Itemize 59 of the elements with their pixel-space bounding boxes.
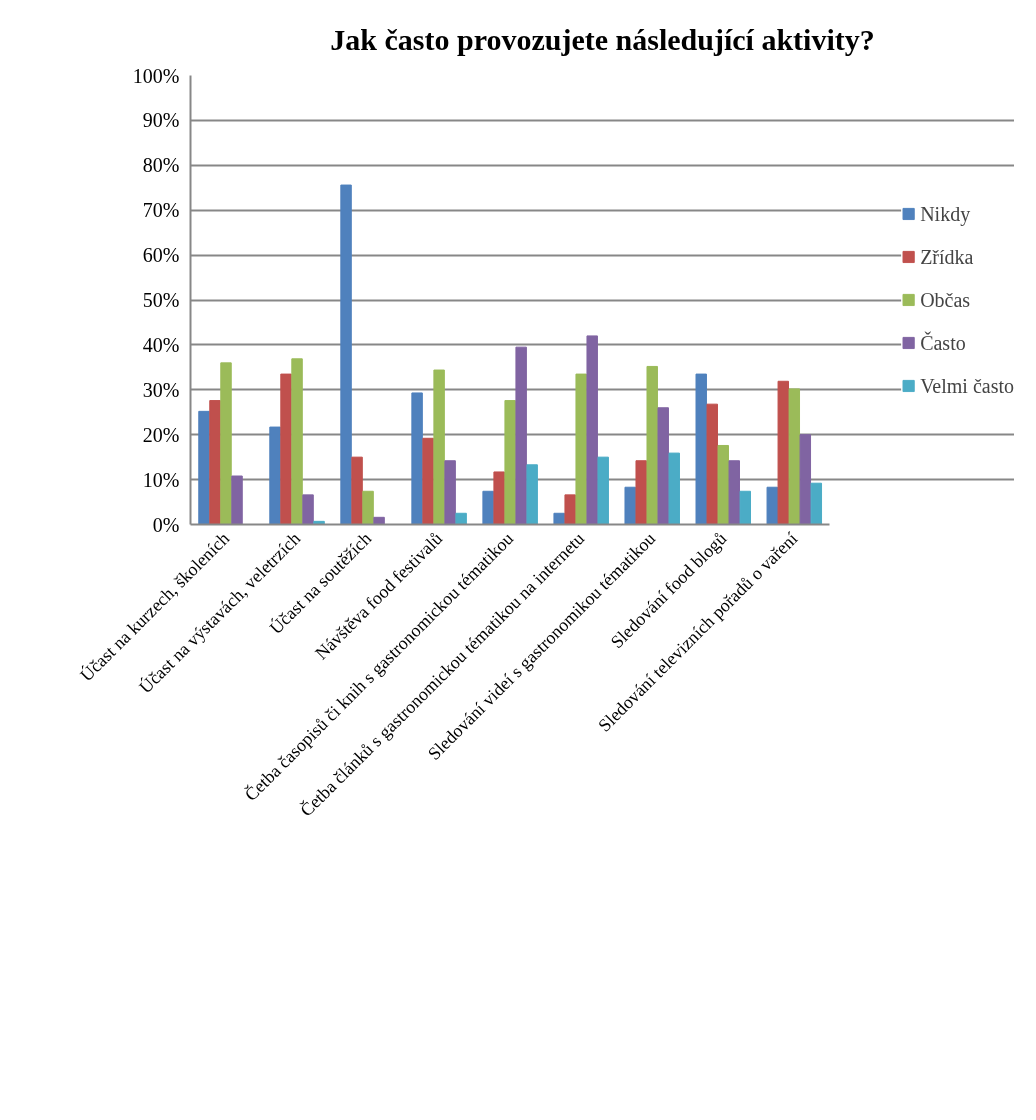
bar: [444, 460, 456, 525]
bar: [209, 400, 221, 525]
chart-title: Jak často provozujete následující aktivity?: [330, 22, 875, 56]
y-tick-label: 40%: [142, 333, 180, 356]
y-tick-label: 100%: [132, 64, 180, 87]
y-tick-label: 80%: [142, 154, 180, 177]
bar: [646, 365, 658, 525]
bar: [668, 452, 680, 525]
bar: [411, 392, 423, 525]
bar: [799, 434, 812, 525]
bar: [657, 407, 669, 525]
legend-label: Občas: [920, 288, 971, 311]
bar: [526, 464, 538, 525]
bar: [493, 471, 505, 525]
bar: [635, 460, 647, 525]
bar: [482, 490, 494, 525]
y-tick-label: 20%: [142, 423, 180, 446]
bar: [624, 486, 636, 525]
bar: [575, 373, 587, 525]
legend-label: Často: [920, 331, 966, 354]
legend-label: Nikdy: [920, 202, 971, 225]
bar: [777, 380, 790, 525]
bar: [717, 444, 729, 525]
bar: [739, 490, 752, 525]
bar: [504, 400, 516, 525]
bar: [220, 362, 232, 525]
bar: [362, 490, 374, 525]
bar: [231, 475, 243, 525]
bar: [788, 388, 801, 525]
bar: [586, 335, 598, 525]
bar: [706, 403, 718, 525]
bar: [455, 512, 467, 525]
bar: [810, 482, 823, 525]
legend-label: Zřídka: [920, 245, 974, 268]
y-tick-label: 60%: [142, 244, 180, 267]
bar: [269, 426, 281, 525]
bar: [564, 494, 576, 525]
bar: [373, 516, 385, 525]
bar: [433, 369, 445, 525]
bar: [280, 373, 292, 525]
bar: [766, 486, 778, 525]
bar: [302, 494, 314, 525]
bar: [291, 358, 303, 525]
bar: [198, 410, 210, 525]
y-tick-label: 10%: [142, 468, 180, 491]
bar: [351, 456, 363, 525]
y-tick-label: 30%: [142, 378, 180, 401]
legend-label: Velmi často: [920, 374, 1014, 397]
bar: [695, 373, 707, 525]
bar: [340, 184, 352, 525]
bar: [597, 456, 609, 525]
bar: [422, 437, 434, 525]
bar: [553, 512, 565, 525]
y-tick-label: 0%: [152, 513, 180, 536]
bar: [728, 460, 740, 525]
y-tick-label: 70%: [142, 199, 180, 222]
y-tick-label: 90%: [142, 109, 180, 132]
y-tick-label: 50%: [142, 289, 180, 311]
bar: [515, 346, 527, 525]
